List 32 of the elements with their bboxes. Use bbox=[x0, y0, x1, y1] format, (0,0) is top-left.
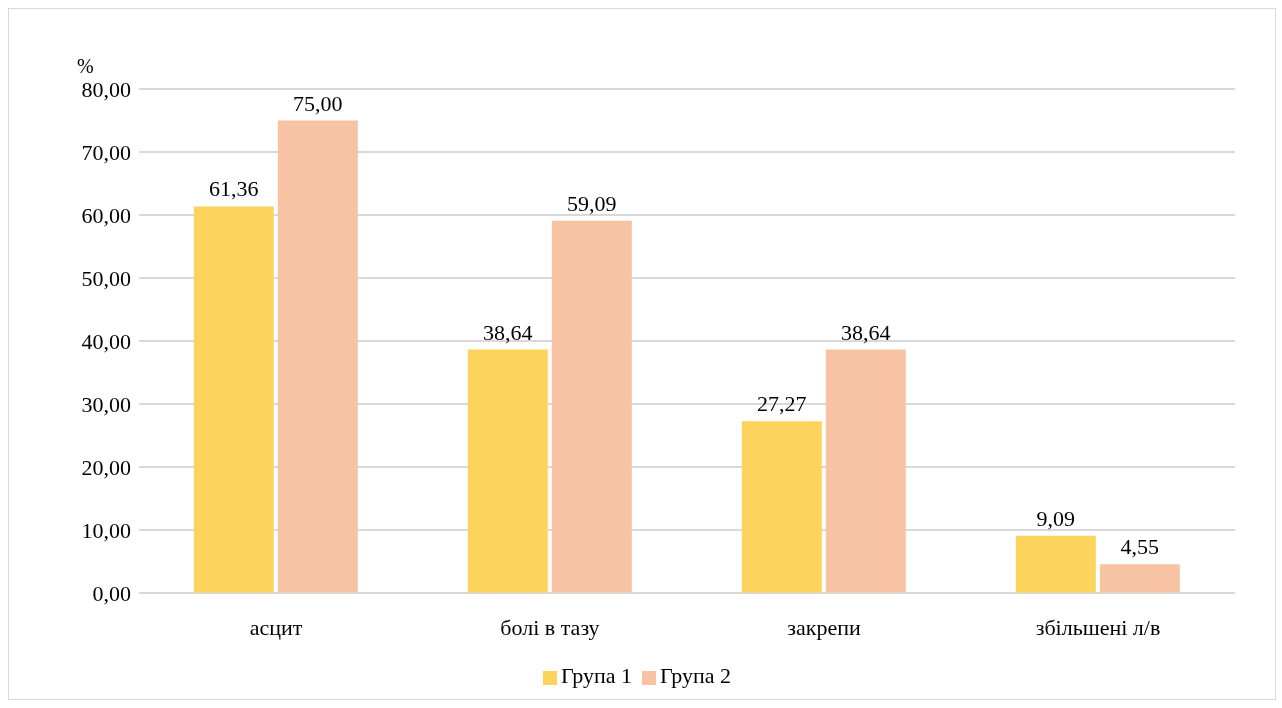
bar bbox=[277, 120, 358, 593]
x-tick-label: болі в тазу bbox=[500, 614, 600, 640]
bar bbox=[467, 349, 548, 593]
data-label: 75,00 bbox=[293, 90, 343, 116]
x-tick-label: збільшені л/в bbox=[1035, 614, 1161, 640]
y-tick-label: 50,00 bbox=[81, 265, 131, 291]
y-tick-label: 30,00 bbox=[81, 391, 131, 417]
legend-label: Група 2 bbox=[660, 663, 732, 688]
data-label: 9,09 bbox=[1036, 505, 1076, 531]
data-label: 38,64 bbox=[483, 319, 533, 345]
data-label: 4,55 bbox=[1120, 534, 1160, 560]
x-tick-label: асцит bbox=[249, 614, 303, 640]
data-label: 27,27 bbox=[757, 391, 807, 417]
legend-label: Група 1 bbox=[560, 663, 632, 688]
y-tick-label: 60,00 bbox=[81, 202, 131, 228]
data-label: 59,09 bbox=[567, 190, 617, 216]
bar bbox=[741, 421, 822, 593]
y-tick-label: 0,00 bbox=[92, 580, 131, 606]
bar bbox=[193, 206, 274, 593]
data-label: 61,36 bbox=[209, 176, 259, 202]
bar bbox=[1099, 564, 1180, 593]
y-tick-label: 80,00 bbox=[81, 76, 131, 102]
x-tick-label: закрепи bbox=[787, 614, 861, 640]
bar bbox=[1015, 535, 1096, 593]
y-tick-label: 40,00 bbox=[81, 328, 131, 354]
y-tick-label: 70,00 bbox=[81, 139, 131, 165]
bar bbox=[825, 349, 906, 593]
data-label: 38,64 bbox=[841, 319, 891, 345]
y-tick-label: 10,00 bbox=[81, 517, 131, 543]
y-tick-label: 20,00 bbox=[81, 454, 131, 480]
y-axis-title: % bbox=[77, 55, 94, 78]
bar bbox=[551, 220, 632, 593]
